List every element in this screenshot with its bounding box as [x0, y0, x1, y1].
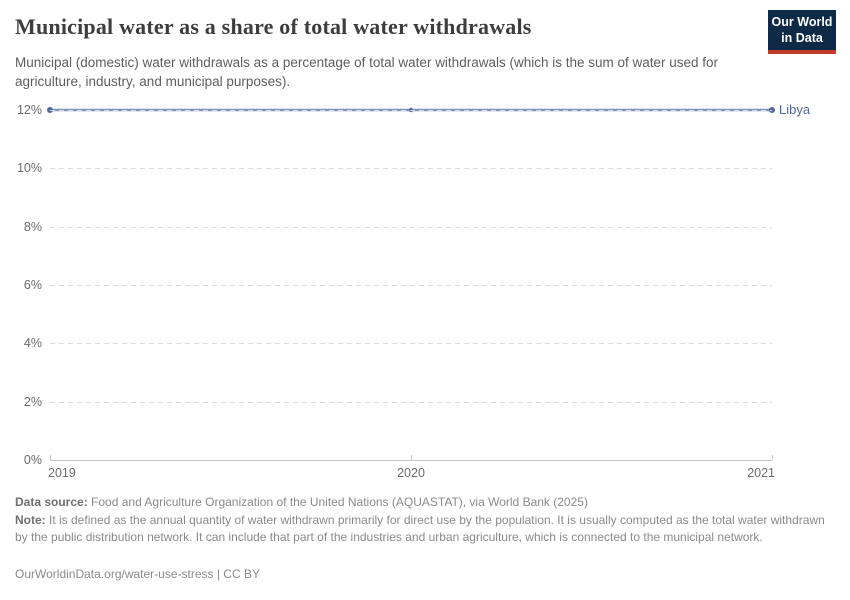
- gridline: [50, 226, 772, 228]
- data-source-line: Data source: Food and Agriculture Organi…: [15, 494, 837, 510]
- series-label-libya[interactable]: Libya: [779, 102, 811, 117]
- x-tick-mark: [411, 455, 412, 460]
- owid-logo-line1: Our World: [771, 15, 833, 29]
- x-tick-mark: [772, 455, 773, 460]
- gridline: [50, 110, 772, 111]
- data-source-text: Food and Agriculture Organization of the…: [87, 495, 588, 509]
- x-tick-label: 2021: [747, 466, 775, 480]
- y-tick-label: 8%: [23, 219, 42, 234]
- gridline: [50, 401, 772, 403]
- y-tick-label: 0%: [23, 453, 42, 467]
- gridline: [50, 343, 772, 345]
- data-source-label: Data source:: [15, 495, 88, 509]
- x-tick-label: 2020: [397, 466, 425, 480]
- x-tick-label: 2019: [48, 466, 76, 480]
- y-tick-label: 12%: [16, 103, 42, 117]
- note-text: It is defined as the annual quantity of …: [15, 513, 825, 544]
- footer-url[interactable]: OurWorldinData.org/water-use-stress: [15, 567, 214, 581]
- footer-license: | CC BY: [213, 567, 260, 581]
- y-tick-label: 6%: [23, 278, 42, 292]
- gridline: [50, 285, 772, 286]
- note-line: Note: It is defined as the annual quanti…: [15, 512, 827, 546]
- chart-subtitle: Municipal (domestic) water withdrawals a…: [15, 55, 719, 89]
- note-label: Note:: [15, 513, 46, 527]
- owid-logo-line2: in Data: [781, 30, 823, 45]
- y-tick-label: 10%: [16, 161, 42, 176]
- x-axis-line: [50, 460, 772, 461]
- x-tick-mark: [50, 455, 51, 460]
- owid-logo[interactable]: Our World in Data: [768, 10, 836, 55]
- y-tick-label: 2%: [23, 394, 42, 409]
- y-tick-label: 4%: [23, 336, 42, 351]
- footer-url-line: OurWorldinData.org/water-use-stress | CC…: [15, 566, 837, 582]
- chart-title: Municipal water as a share of total wate…: [15, 14, 532, 39]
- gridline: [50, 168, 772, 170]
